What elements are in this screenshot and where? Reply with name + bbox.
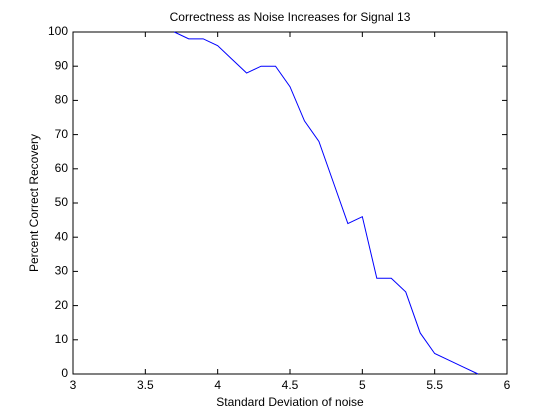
y-tick-label: 70 <box>55 127 69 141</box>
y-tick-label: 60 <box>55 161 69 175</box>
y-tick-label: 40 <box>55 229 69 243</box>
x-tick-label: 6 <box>504 378 511 392</box>
y-tick-label: 10 <box>55 332 69 346</box>
x-tick-label: 4 <box>214 378 221 392</box>
data-line <box>174 31 479 375</box>
x-tick-label: 5.5 <box>426 378 443 392</box>
y-tick-label: 80 <box>55 93 69 107</box>
y-tick-label: 50 <box>55 195 69 209</box>
x-tick-label: 3.5 <box>137 378 154 392</box>
y-tick-label: 30 <box>55 264 69 278</box>
y-tick-label: 100 <box>48 24 68 38</box>
x-tick-label: 5 <box>359 378 366 392</box>
plot-box <box>72 31 508 375</box>
y-axis-label: Percent Correct Recovery <box>27 134 41 272</box>
x-tick-label: 3 <box>70 378 77 392</box>
y-tick-label: 0 <box>61 366 68 380</box>
y-tick-label: 90 <box>55 58 69 72</box>
chart-title: Correctness as Noise Increases for Signa… <box>170 10 411 24</box>
x-tick-label: 4.5 <box>282 378 299 392</box>
x-axis-label: Standard Deviation of noise <box>216 395 364 409</box>
y-tick-label: 20 <box>55 298 69 312</box>
